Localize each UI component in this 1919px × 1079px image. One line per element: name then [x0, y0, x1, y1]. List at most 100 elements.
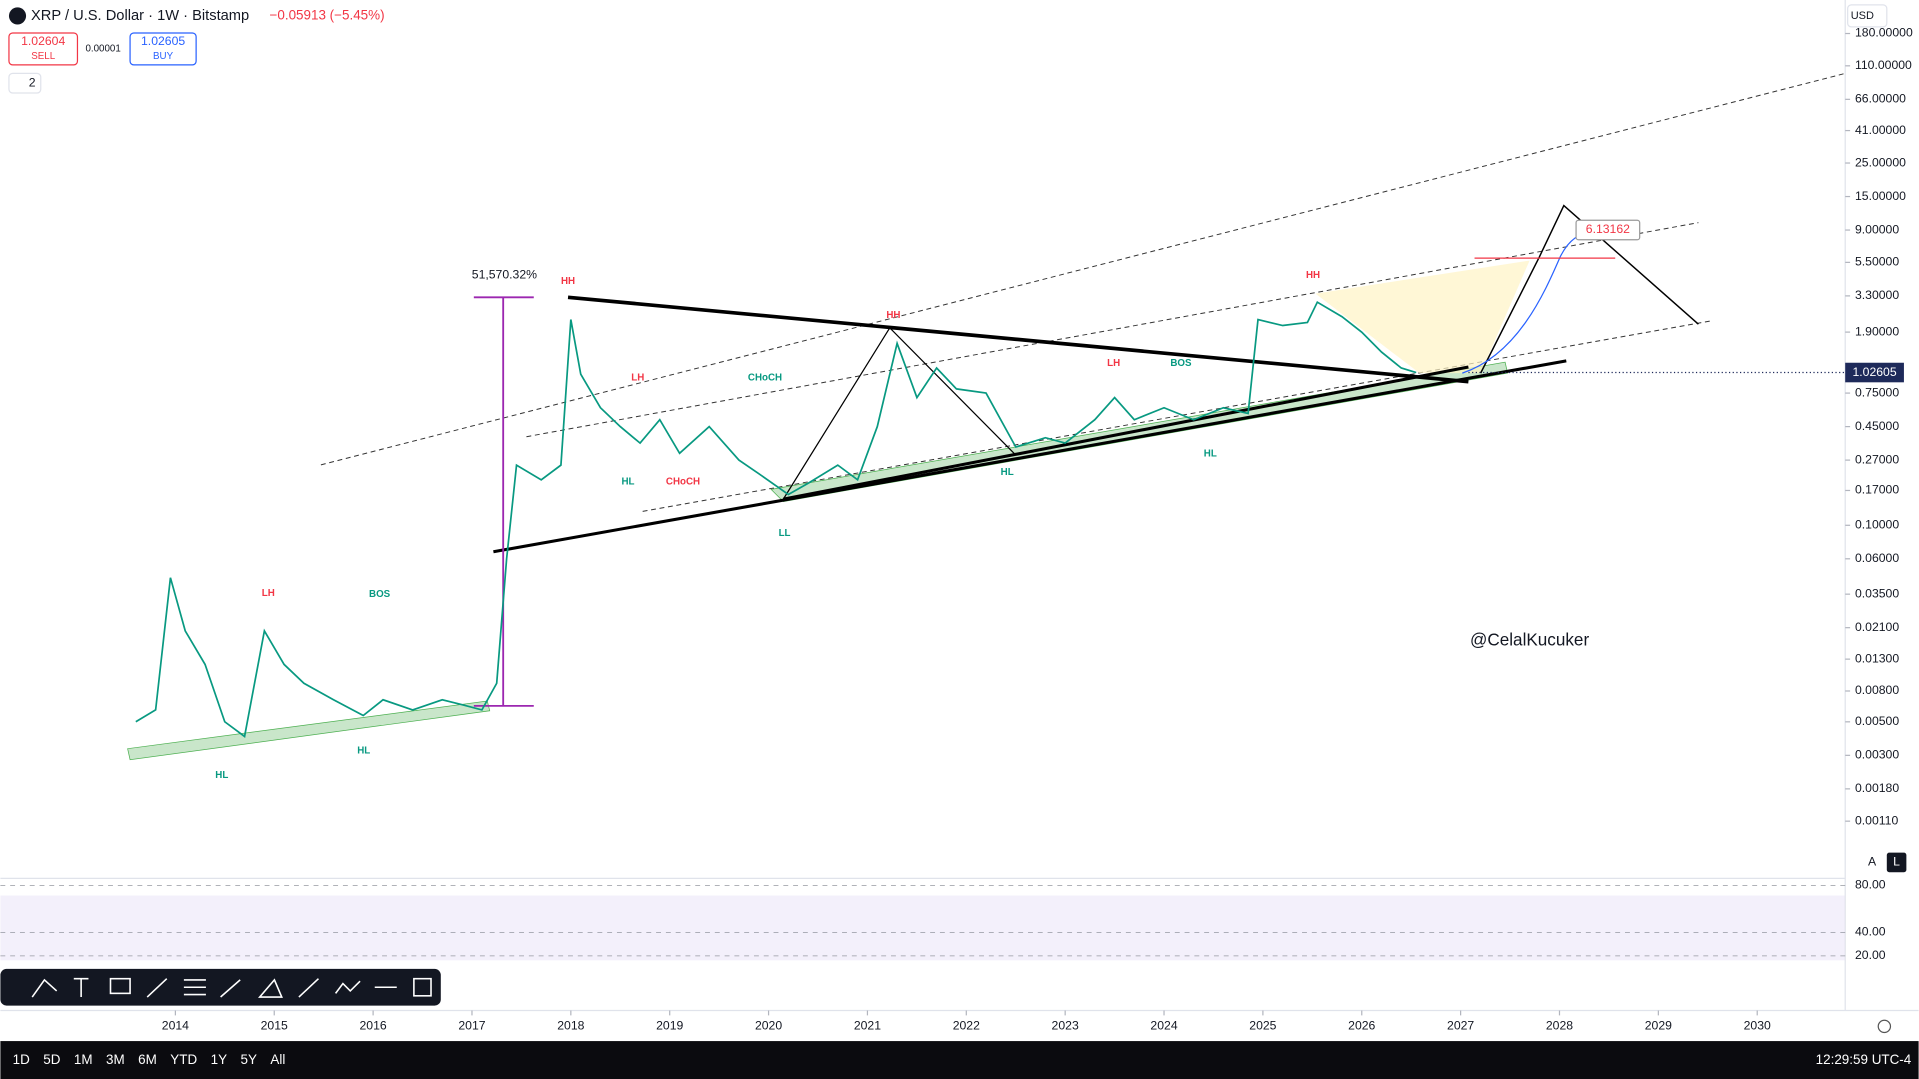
tool-icon[interactable]: [183, 979, 206, 996]
currency-button[interactable]: [1847, 4, 1888, 28]
tool-icon[interactable]: [31, 978, 58, 998]
y-tick-label: 0.10000: [1855, 518, 1899, 532]
y-tick-label: 0.75000: [1855, 385, 1899, 399]
structure-label: CHoCH: [748, 373, 782, 384]
channel-lines: [320, 72, 1846, 512]
y-tick-label: 3.30000: [1855, 288, 1899, 302]
buy-price: 1.02605: [141, 34, 185, 48]
rsi-tick-label: 20.00: [1855, 948, 1886, 962]
x-tick-label: 2018: [557, 1019, 584, 1033]
y-tick-label: 0.17000: [1855, 483, 1899, 497]
y-tick-label: 5.50000: [1855, 255, 1899, 269]
x-tick-label: 2028: [1546, 1019, 1573, 1033]
tool-icon[interactable]: [334, 980, 361, 994]
structure-label: LL: [779, 528, 791, 539]
y-tick-label: 0.00180: [1855, 781, 1899, 795]
rsi-band: [0, 895, 1846, 961]
structure-label: LH: [631, 373, 644, 384]
currency: USD: [1851, 10, 1874, 22]
structure-label: HL: [621, 477, 634, 488]
tool-icon[interactable]: [220, 979, 241, 998]
x-tick-label: 2015: [261, 1019, 288, 1033]
settings-icon[interactable]: [1877, 1019, 1892, 1034]
channel-top: [320, 72, 1846, 466]
last-price-label: 1.02605: [1852, 365, 1896, 379]
range-button[interactable]: YTD: [170, 1052, 197, 1067]
projection-area: [1315, 260, 1530, 374]
tool-icon[interactable]: [146, 978, 168, 998]
structure-label: CHoCH: [666, 477, 700, 488]
tool-icon[interactable]: [298, 978, 320, 998]
sell-button[interactable]: [8, 32, 79, 66]
range-button[interactable]: 5Y: [241, 1052, 257, 1067]
sell-label: SELL: [31, 51, 55, 62]
y-tick-label: 25.00000: [1855, 155, 1906, 169]
symbol-title: XRP / U.S. Dollar · 1W · Bitstamp: [31, 8, 249, 24]
tool-icon[interactable]: [109, 977, 131, 995]
scale-button[interactable]: [1886, 852, 1907, 873]
x-tick-label: 2024: [1150, 1019, 1177, 1033]
support-band: [127, 700, 491, 761]
price-line: [135, 300, 1417, 738]
x-tick-label: 2017: [458, 1019, 485, 1033]
range-button[interactable]: 5D: [43, 1052, 60, 1067]
range-button[interactable]: 3M: [106, 1052, 125, 1067]
y-tick-label: 41.00000: [1855, 123, 1906, 137]
toolbar-icons: [31, 977, 432, 998]
target-label: 6.13162: [1586, 222, 1630, 236]
range-button[interactable]: 1Y: [211, 1052, 227, 1067]
rsi-tick-label: 40.00: [1855, 925, 1886, 939]
price-change: −0.05913 (−5.45%): [270, 7, 385, 22]
buy-button[interactable]: [129, 32, 197, 66]
x-tick-label: 2020: [755, 1019, 782, 1033]
y-tick-label: 0.45000: [1855, 419, 1899, 433]
y-tick-label: 0.06000: [1855, 551, 1899, 565]
channel-mid: [526, 222, 1699, 438]
structure-label: HL: [357, 746, 370, 757]
structure-label: HL: [1001, 467, 1014, 478]
range-button[interactable]: All: [270, 1052, 285, 1067]
rsi-tick-label: 80.00: [1855, 878, 1886, 892]
scale-button-label: L: [1893, 855, 1900, 869]
x-tick-label: 2019: [656, 1019, 683, 1033]
structure-label: HH: [1306, 270, 1320, 281]
structure-label: BOS: [369, 589, 391, 600]
indicators-toggle[interactable]: [8, 72, 42, 94]
y-tick-label: 1.90000: [1855, 324, 1899, 338]
y-tick-label: 9.00000: [1855, 222, 1899, 236]
structure-label: BOS: [1170, 358, 1192, 369]
indicator-count: 2: [29, 75, 36, 89]
y-tick-label: 0.00800: [1855, 683, 1899, 697]
structure-label: LH: [1107, 358, 1120, 369]
tool-icon[interactable]: [413, 977, 432, 997]
range-button[interactable]: 1M: [74, 1052, 93, 1067]
y-tick-label: 66.00000: [1855, 92, 1906, 106]
y-tick-label: 0.02100: [1855, 620, 1899, 634]
x-tick-label: 2021: [854, 1019, 881, 1033]
bottom-bar: [0, 1041, 1919, 1079]
zigzag: [782, 326, 1017, 500]
y-tick-label: 0.01300: [1855, 651, 1899, 665]
measure-label: 51,570.32%: [472, 267, 537, 281]
tool-icon[interactable]: [73, 977, 89, 998]
range-button[interactable]: 6M: [138, 1052, 157, 1067]
y-tick-label: 180.00000: [1855, 26, 1913, 40]
trendline: [493, 359, 1567, 554]
scale-button[interactable]: [1862, 852, 1882, 873]
x-tick-label: 2016: [360, 1019, 387, 1033]
structure-label: HH: [561, 276, 575, 287]
sell-price: 1.02604: [21, 34, 65, 48]
structure-label: HH: [886, 310, 900, 321]
tool-icon[interactable]: [258, 978, 283, 998]
target-box: [1575, 219, 1641, 241]
y-tick-label: 110.00000: [1855, 58, 1912, 72]
trendline: [567, 295, 1469, 384]
y-tick-label: 0.27000: [1855, 452, 1899, 466]
y-tick-label: 15.00000: [1855, 189, 1906, 203]
range-button[interactable]: 1D: [13, 1052, 30, 1067]
x-tick-label: 2027: [1447, 1019, 1474, 1033]
clock: 12:29:59 UTC-4: [1816, 1052, 1912, 1067]
channel-low: [642, 320, 1714, 512]
y-tick-label: 0.03500: [1855, 586, 1899, 600]
